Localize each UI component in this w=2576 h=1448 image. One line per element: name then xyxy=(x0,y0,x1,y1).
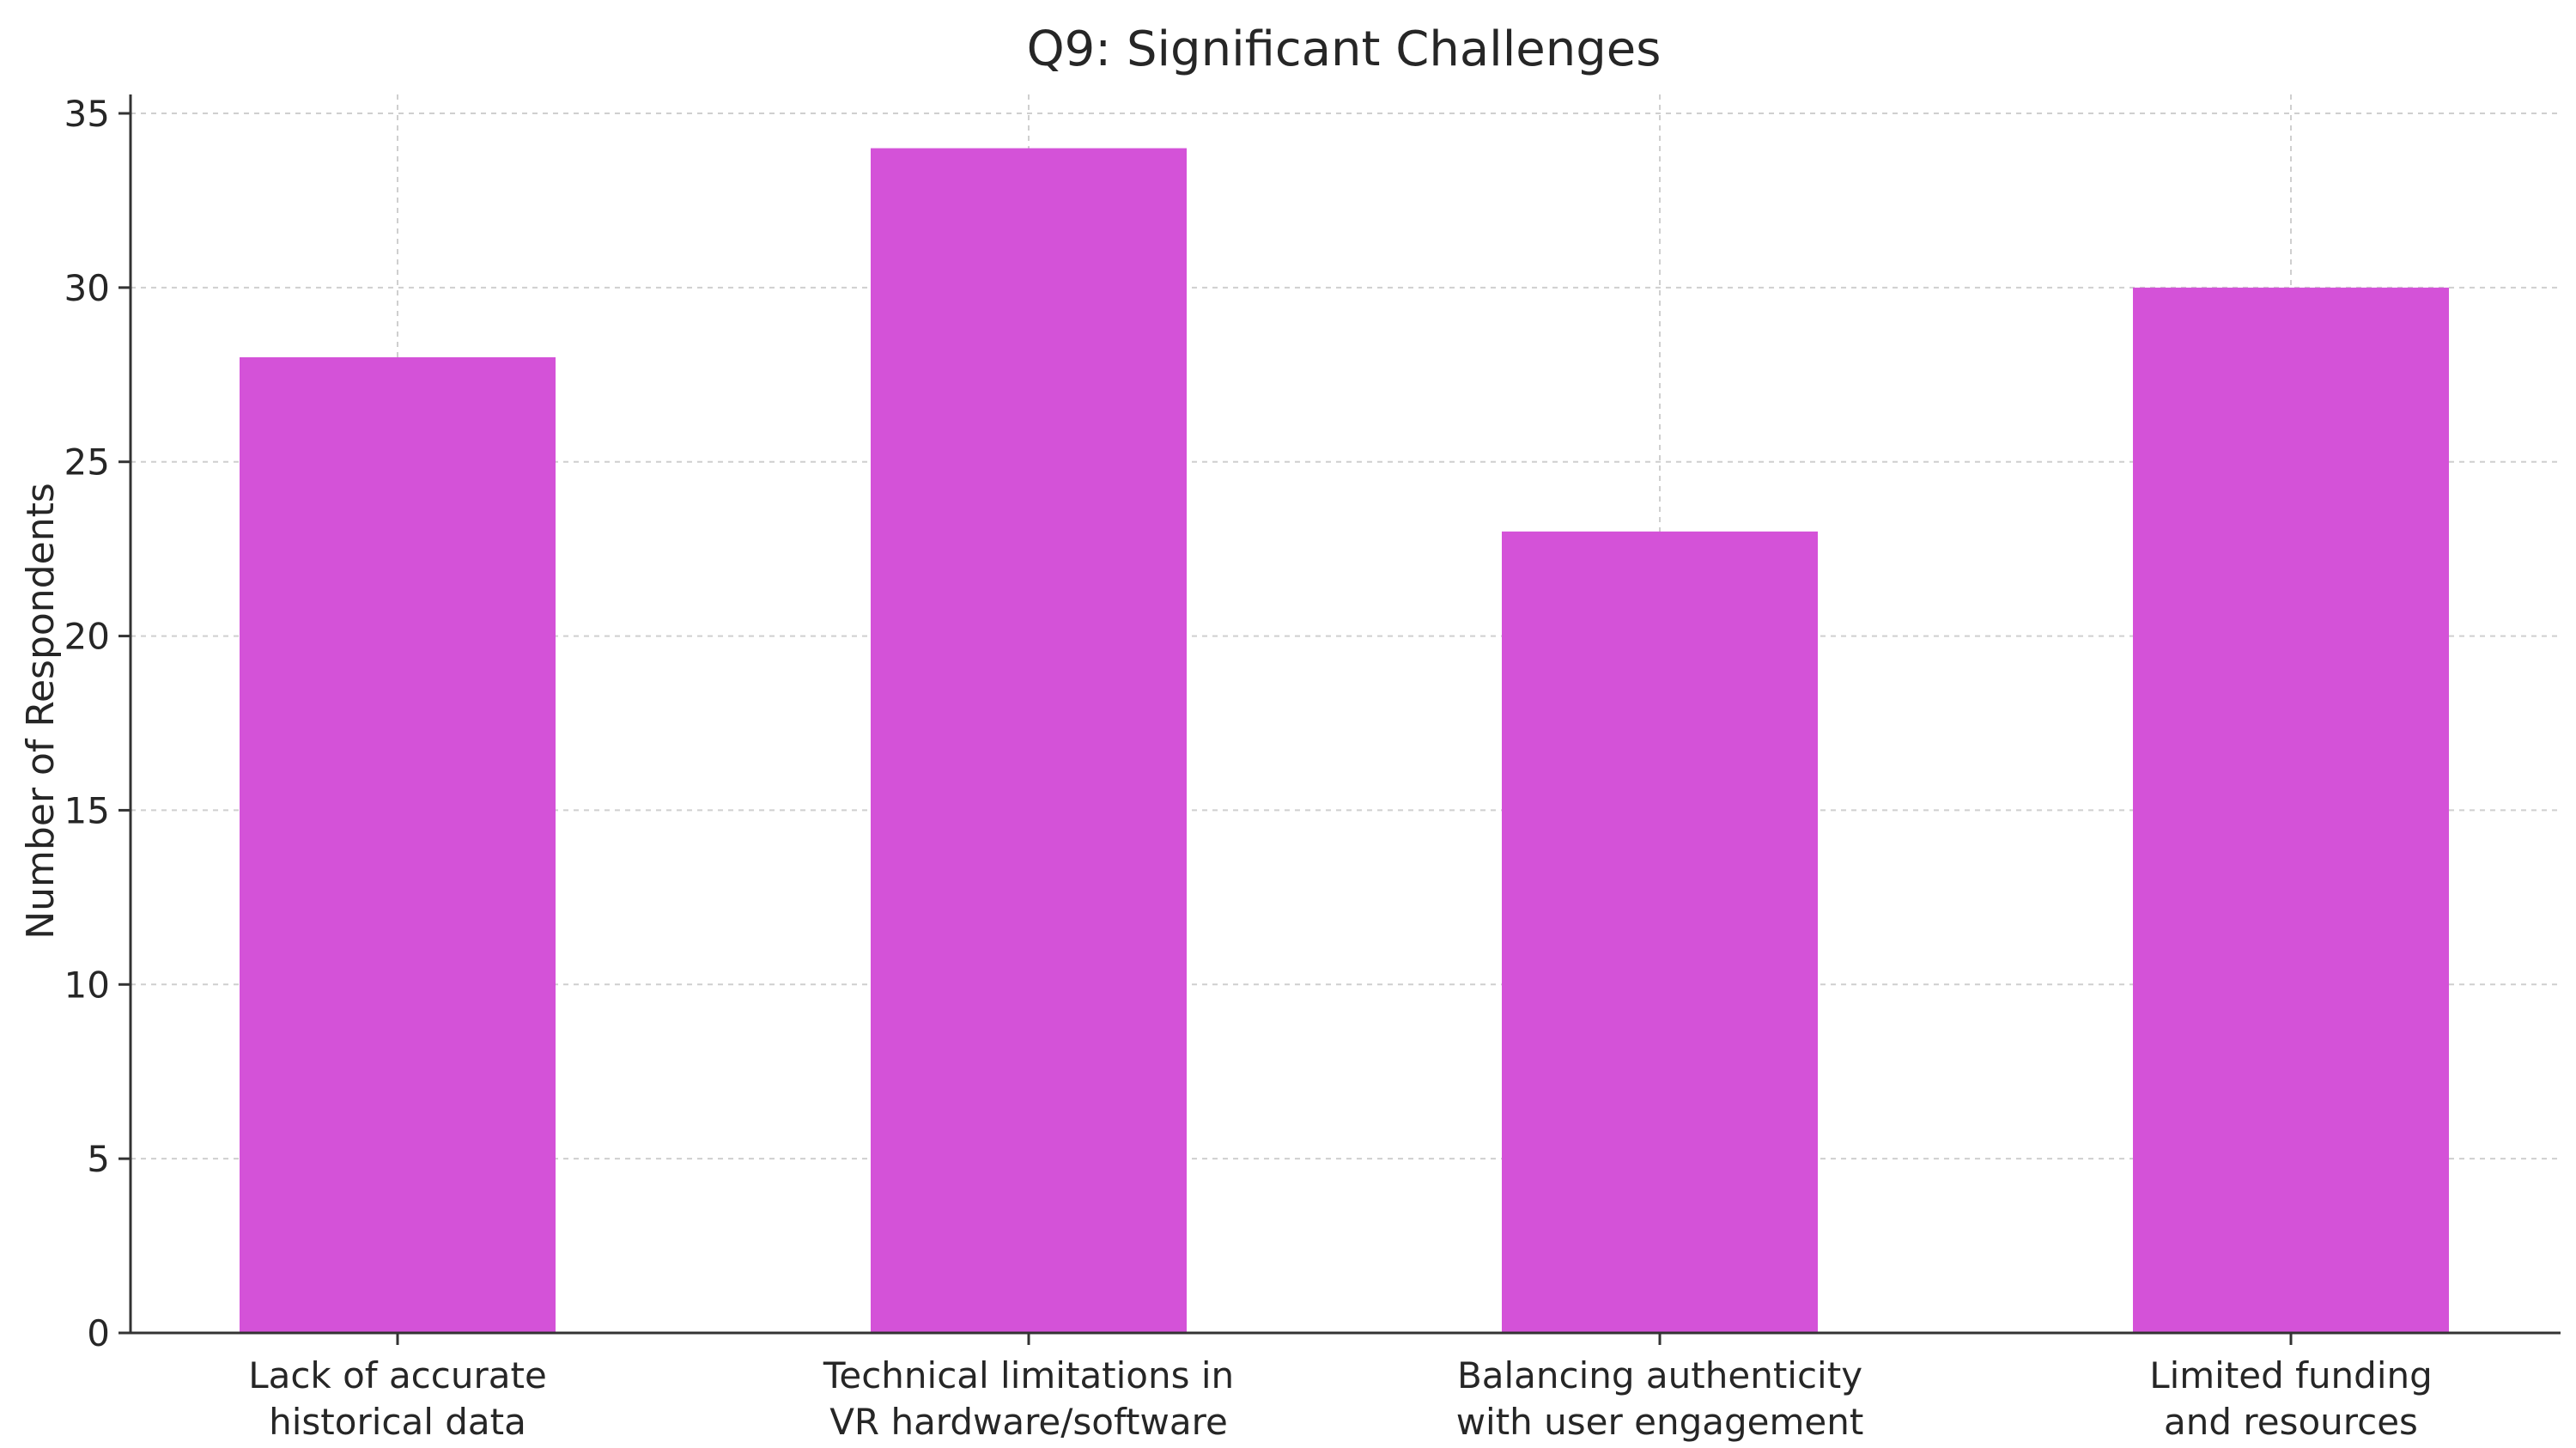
x-tick-label-line: Balancing authenticity xyxy=(1457,1354,1862,1396)
x-tick-label-line: Lack of accurate xyxy=(248,1354,547,1396)
labels-layer: 0 5 10 15 20 25 30 35 Lack of accurate historical… xyxy=(64,93,2433,1443)
x-tick-label-line: and resources xyxy=(2164,1401,2418,1443)
y-tick-label: 0 xyxy=(87,1312,110,1354)
bar xyxy=(1502,531,1818,1333)
bar xyxy=(240,357,556,1333)
x-tick-label: Technical limitations in VR hardware/soft… xyxy=(823,1354,1234,1443)
chart-title: Q9: Significant Challenges xyxy=(1027,21,1662,77)
x-tick-label: Limited funding and resources xyxy=(2149,1354,2433,1443)
bar xyxy=(2133,287,2449,1333)
x-tick-label-line: VR hardware/software xyxy=(829,1401,1228,1443)
x-tick-label-line: Limited funding xyxy=(2149,1354,2433,1396)
x-tick-label-line: Technical limitations in xyxy=(823,1354,1234,1396)
bar xyxy=(871,148,1187,1334)
axes-layer xyxy=(118,94,2561,1345)
y-tick-label: 5 xyxy=(87,1138,110,1180)
x-tick-label: Balancing authenticity with user engageme… xyxy=(1456,1354,1864,1443)
x-tick-label-line: historical data xyxy=(269,1401,526,1443)
y-tick-label: 25 xyxy=(64,441,110,484)
y-tick-label: 30 xyxy=(64,267,110,309)
bars-layer xyxy=(240,148,2449,1334)
y-tick-label: 35 xyxy=(64,93,110,135)
x-tick-label: Lack of accurate historical data xyxy=(248,1354,547,1443)
y-tick-label: 15 xyxy=(64,789,110,831)
x-tick-label-line: with user engagement xyxy=(1456,1401,1864,1443)
y-tick-label: 10 xyxy=(64,964,110,1006)
y-axis-label: Number of Respondents xyxy=(19,483,63,940)
y-tick-label: 20 xyxy=(64,616,110,658)
